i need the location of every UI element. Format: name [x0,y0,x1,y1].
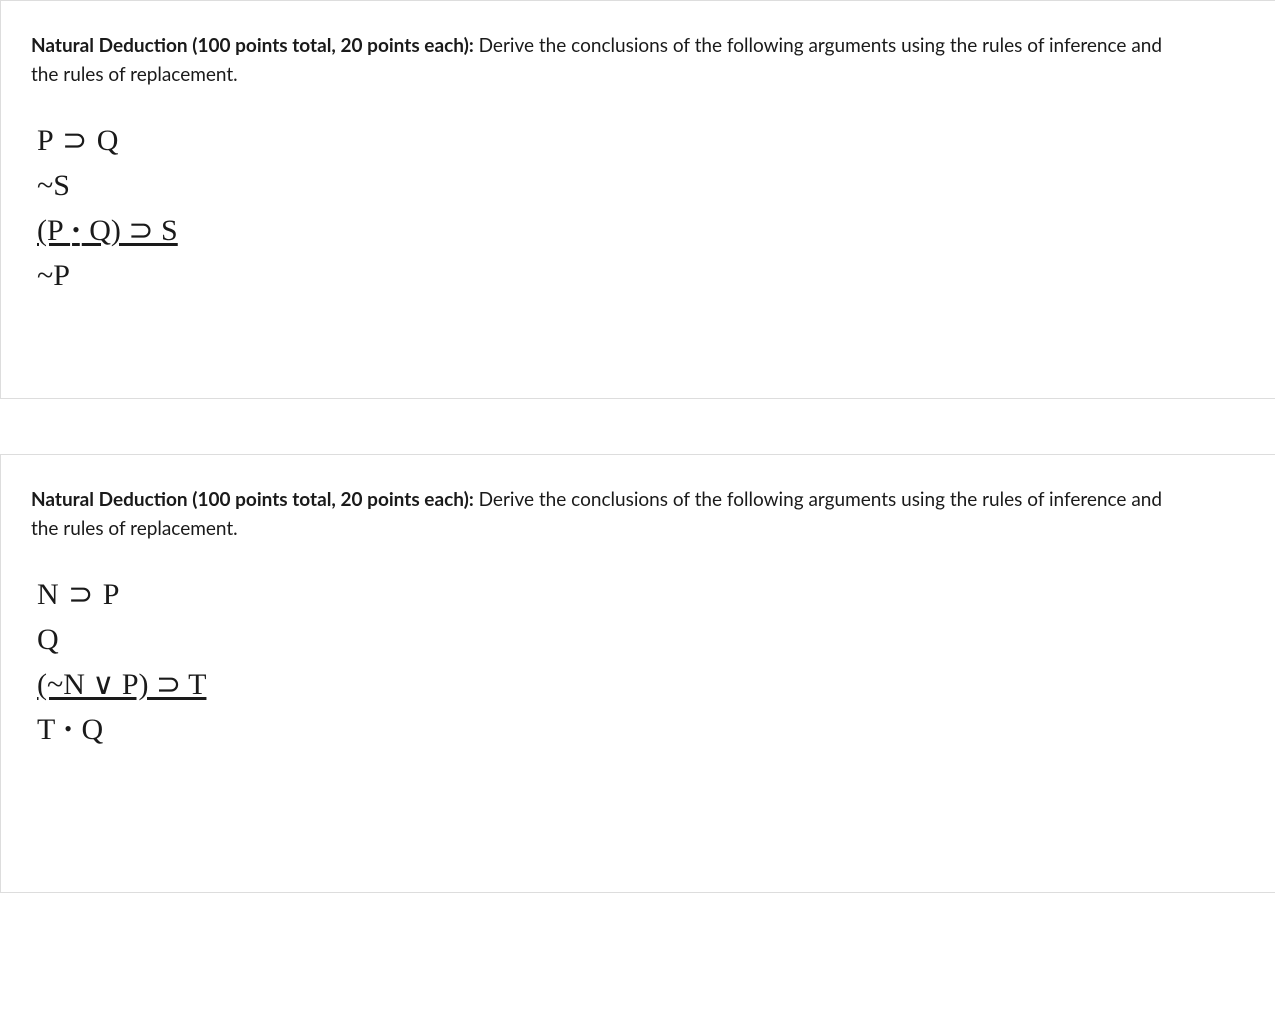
premise-1-2: ~S [37,163,1245,208]
prompt-bold-2: Natural Deduction (100 points total, 20 … [31,488,474,511]
premise-1-3: (P • Q) ⊃ S [37,208,1245,253]
argument-1: P ⊃ Q ~S (P • Q) ⊃ S ~P [37,118,1245,298]
panel-gap [0,399,1275,454]
premise-2-3: (~N ∨ P) ⊃ T [37,662,1245,707]
problem-panel-2: Natural Deduction (100 points total, 20 … [0,454,1275,893]
prompt-text-2: Natural Deduction (100 points total, 20 … [31,485,1181,544]
premise-1-1: P ⊃ Q [37,118,1245,163]
problem-panel-1: Natural Deduction (100 points total, 20 … [0,0,1275,399]
prompt-text-1: Natural Deduction (100 points total, 20 … [31,31,1181,90]
conclusion-1: ~P [37,253,1245,298]
conclusion-2: T • Q [37,707,1245,752]
premise-2-2: Q [37,617,1245,662]
prompt-bold-1: Natural Deduction (100 points total, 20 … [31,34,474,57]
premise-2-1: N ⊃ P [37,572,1245,617]
argument-2: N ⊃ P Q (~N ∨ P) ⊃ T T • Q [37,572,1245,752]
